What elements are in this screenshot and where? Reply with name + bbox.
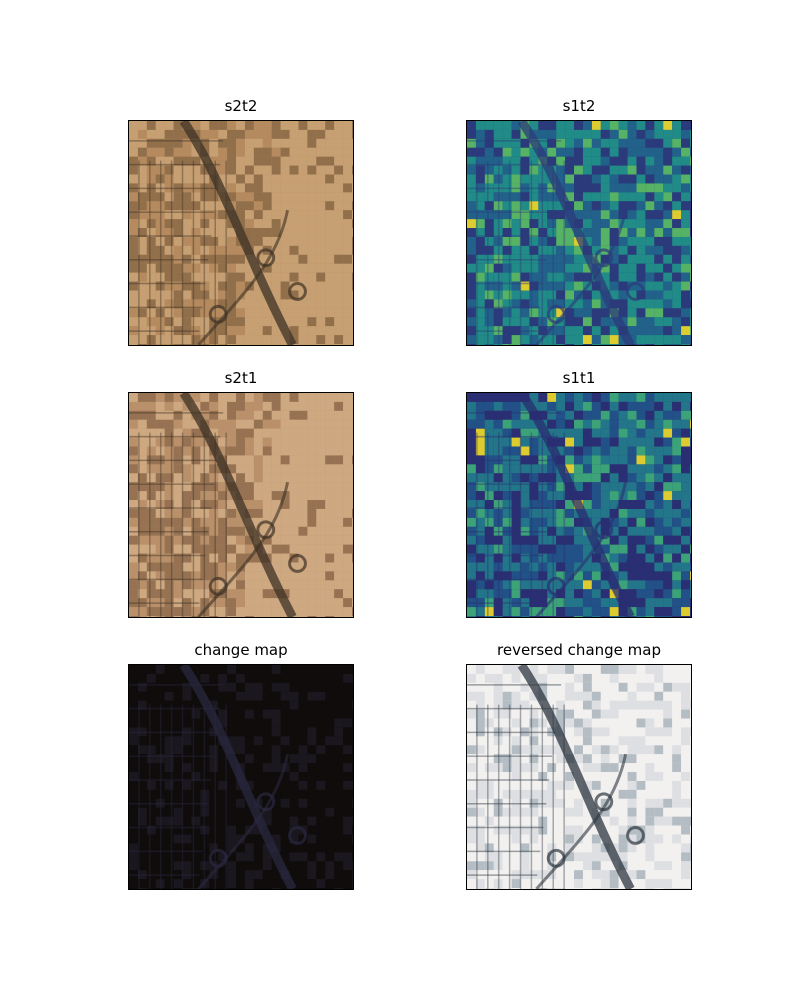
panel-s2t1: s2t1: [128, 367, 354, 619]
image-change-map: [128, 664, 354, 890]
panel-title: s2t2: [128, 97, 354, 115]
panel-title: reversed change map: [466, 641, 692, 659]
panel-s1t1: s1t1: [466, 367, 692, 619]
panel-reversed-change-map: reversed change map: [466, 639, 692, 891]
panel-s2t2: s2t2: [128, 95, 354, 347]
image-s2t2: [128, 120, 354, 346]
panel-title: change map: [128, 641, 354, 659]
image-reversed-change-map: [466, 664, 692, 890]
image-s1t1: [466, 392, 692, 618]
panel-title: s1t2: [466, 97, 692, 115]
panel-change-map: change map: [128, 639, 354, 891]
image-s2t1: [128, 392, 354, 618]
panel-title: s2t1: [128, 369, 354, 387]
image-s1t2: [466, 120, 692, 346]
panel-title: s1t1: [466, 369, 692, 387]
panel-s1t2: s1t2: [466, 95, 692, 347]
